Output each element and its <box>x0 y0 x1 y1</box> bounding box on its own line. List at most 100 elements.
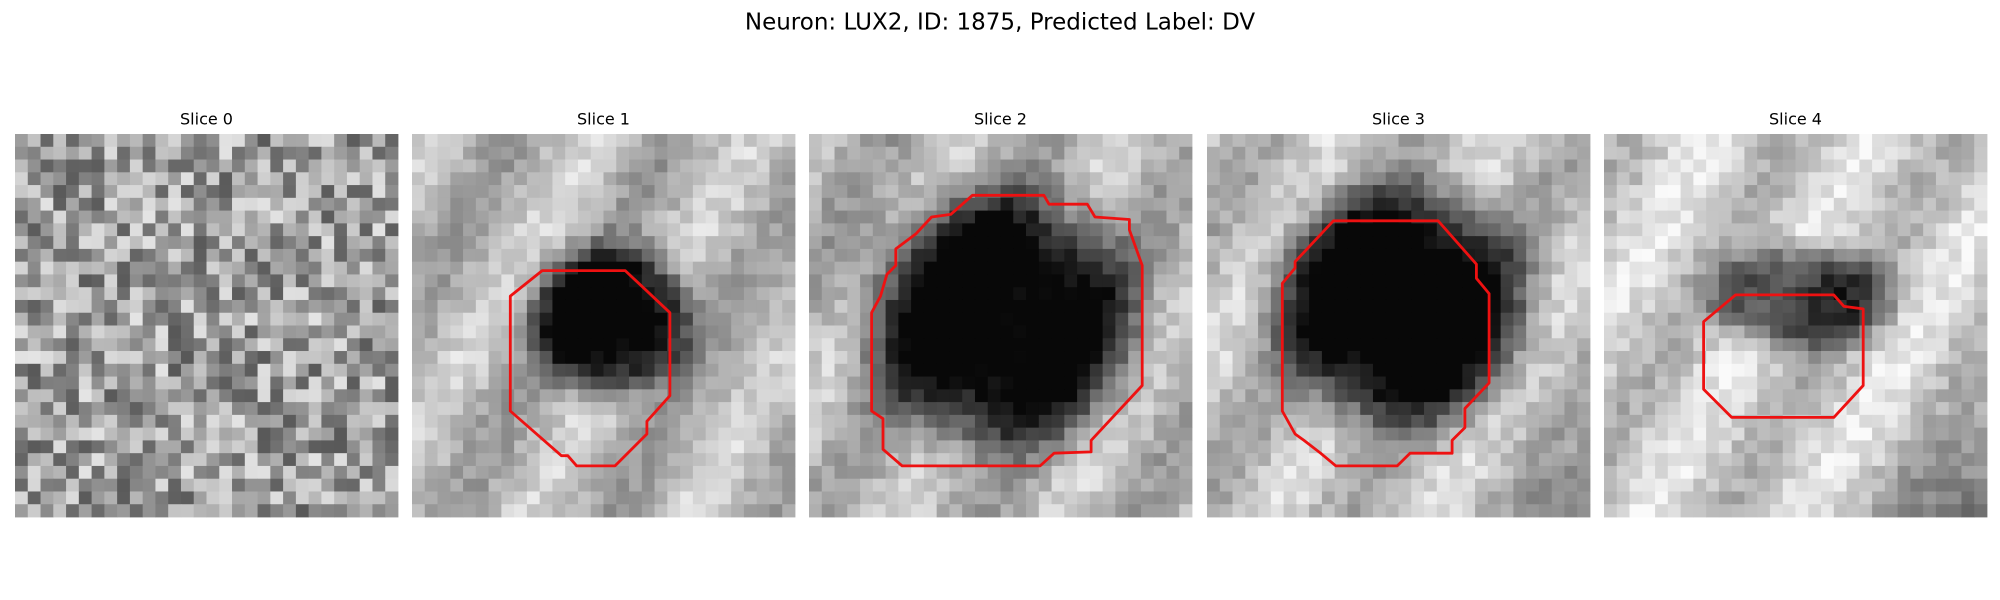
pixel <box>219 478 233 492</box>
pixel <box>1296 478 1310 492</box>
pixel <box>1782 134 1796 148</box>
pixel <box>437 223 451 237</box>
pixel <box>923 134 938 148</box>
pixel <box>1398 402 1412 416</box>
pixel <box>27 389 41 403</box>
pixel <box>1051 146 1065 160</box>
pixel <box>539 363 553 377</box>
pixel <box>104 159 118 173</box>
pixel <box>1718 389 1733 403</box>
pixel <box>1872 312 1886 326</box>
pixel <box>1680 172 1694 186</box>
pixel <box>756 287 770 301</box>
pixel <box>616 274 630 288</box>
pixel <box>1859 312 1873 326</box>
pixel <box>142 440 156 454</box>
pixel <box>1897 287 1911 301</box>
pixel <box>334 465 348 480</box>
pixel <box>1808 453 1822 467</box>
pixel <box>232 491 246 505</box>
pixel <box>424 274 438 288</box>
pixel <box>1179 491 1193 505</box>
pixel <box>872 210 886 224</box>
pixel <box>308 427 322 441</box>
pixel <box>1731 491 1745 505</box>
pixel <box>1372 159 1387 173</box>
pixel <box>412 287 426 301</box>
pixel <box>834 440 848 454</box>
pixel <box>1038 146 1052 160</box>
pixel <box>1064 338 1078 352</box>
pixel <box>142 389 156 403</box>
pixel <box>860 261 874 275</box>
pixel <box>1655 402 1669 416</box>
pixel <box>782 363 796 377</box>
pixel <box>1846 465 1860 480</box>
pixel <box>53 274 67 288</box>
pixel <box>475 363 489 377</box>
pixel <box>244 236 258 250</box>
pixel <box>1219 465 1233 480</box>
pixel <box>654 312 668 326</box>
pixel <box>809 223 823 237</box>
pixel <box>53 185 67 199</box>
pixel <box>1551 261 1565 275</box>
pixel <box>809 414 823 429</box>
pixel <box>1680 223 1694 237</box>
pixel <box>1207 453 1221 467</box>
pixel <box>1577 261 1591 275</box>
pixel <box>295 325 310 339</box>
pixel <box>667 402 681 416</box>
pixel <box>1897 223 1911 237</box>
pixel <box>1564 146 1578 160</box>
pixel <box>1655 491 1669 505</box>
pixel <box>219 146 233 160</box>
pixel <box>1538 261 1553 275</box>
pixel <box>1424 465 1438 480</box>
pixel <box>526 159 541 173</box>
pixel <box>1500 197 1514 211</box>
pixel <box>1513 376 1527 390</box>
pixel <box>514 172 528 186</box>
pixel <box>308 287 322 301</box>
pixel <box>501 261 515 275</box>
pixel <box>616 159 630 173</box>
pixel <box>372 134 386 148</box>
pixel <box>1667 248 1681 263</box>
pixel <box>1935 134 1950 148</box>
pixel <box>372 312 386 326</box>
pixel <box>1961 223 1975 237</box>
pixel <box>372 236 386 250</box>
pixel <box>872 261 886 275</box>
pixel <box>782 223 796 237</box>
pixel <box>898 197 912 211</box>
pixel <box>962 210 976 224</box>
pixel <box>257 172 271 186</box>
pixel <box>834 172 848 186</box>
pixel <box>193 236 207 250</box>
pixel <box>769 402 783 416</box>
pixel <box>1629 363 1643 377</box>
pixel <box>1744 146 1758 160</box>
pixel <box>1974 210 1988 224</box>
pixel <box>168 299 182 314</box>
pixel <box>1795 478 1809 492</box>
pixel <box>1232 274 1246 288</box>
pixel <box>1655 274 1669 288</box>
pixel <box>1744 363 1758 377</box>
pixel <box>1538 389 1553 403</box>
pixel <box>437 465 451 480</box>
pixel <box>1270 248 1284 263</box>
pixel <box>1564 453 1578 467</box>
pixel <box>641 134 655 148</box>
pixel <box>40 376 54 390</box>
pixel <box>743 159 758 173</box>
pixel <box>526 236 541 250</box>
pixel <box>385 312 399 326</box>
pixel <box>718 478 732 492</box>
pixel <box>590 414 604 429</box>
pixel <box>1347 453 1361 467</box>
pixel <box>1859 414 1873 429</box>
pixel <box>129 363 144 377</box>
pixel <box>616 491 630 505</box>
